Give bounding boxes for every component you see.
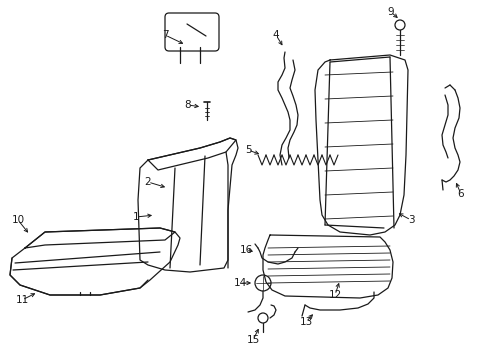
Text: 4: 4: [272, 30, 279, 40]
Text: 11: 11: [15, 295, 29, 305]
Text: 15: 15: [246, 335, 259, 345]
Text: 16: 16: [239, 245, 252, 255]
Text: 3: 3: [407, 215, 413, 225]
Text: 7: 7: [162, 30, 168, 40]
Text: 8: 8: [184, 100, 191, 110]
Text: 14: 14: [233, 278, 246, 288]
Text: 2: 2: [144, 177, 151, 187]
Text: 9: 9: [387, 7, 393, 17]
Text: 1: 1: [132, 212, 139, 222]
Text: 6: 6: [457, 189, 464, 199]
Text: 5: 5: [244, 145, 251, 155]
Text: 12: 12: [328, 290, 341, 300]
Text: 10: 10: [11, 215, 24, 225]
Text: 13: 13: [299, 317, 312, 327]
